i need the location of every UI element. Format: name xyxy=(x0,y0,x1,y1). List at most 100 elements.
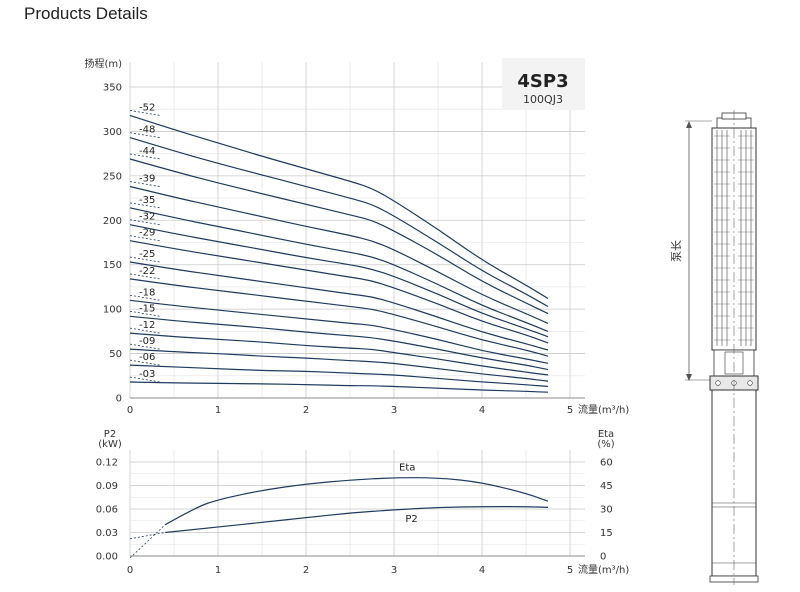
curve-32 xyxy=(129,224,549,338)
y-right-axis-label: Eta xyxy=(598,429,614,440)
curve-label: -15 xyxy=(139,303,155,314)
y-right-tick-label: 0 xyxy=(600,552,606,563)
curve-03 xyxy=(129,381,549,393)
page-title: Products Details xyxy=(24,4,148,23)
y-tick-label: 150 xyxy=(103,260,122,271)
y-right-tick-label: 15 xyxy=(600,528,613,539)
curve-06 xyxy=(129,364,549,387)
y-right-tick-label: 30 xyxy=(600,505,613,516)
curve-label: -29 xyxy=(139,228,155,239)
y-left-tick-label: 0.03 xyxy=(96,528,118,539)
curve-09 xyxy=(129,348,549,382)
curve-label: -22 xyxy=(139,266,155,277)
y-left-axis-label: P2 xyxy=(104,429,116,440)
pump-drawing: 泵长 xyxy=(670,110,759,585)
y-tick-label: 350 xyxy=(103,83,122,94)
y-right-tick-label: 60 xyxy=(600,458,613,469)
curve-label: -35 xyxy=(139,195,155,206)
y-tick-label: 100 xyxy=(103,305,122,316)
y-left-tick-label: 0.09 xyxy=(96,481,118,492)
curve-p2 xyxy=(165,505,549,534)
x-tick-label: 0 xyxy=(127,565,133,576)
curve-label: -18 xyxy=(139,287,155,298)
model-label-box xyxy=(502,58,585,110)
curve-extension xyxy=(129,376,161,383)
curve-extension xyxy=(129,202,161,209)
curve-extension xyxy=(129,343,161,350)
x-axis-label: 流量(m³/h) xyxy=(578,403,629,416)
label-eta: Eta xyxy=(399,463,415,474)
y-left-tick-label: 0.06 xyxy=(96,505,118,516)
dimension-arrow-top xyxy=(686,121,692,128)
curve-29 xyxy=(129,240,549,344)
x-tick-label: 3 xyxy=(391,565,397,576)
y-tick-label: 50 xyxy=(109,349,122,360)
curve-extension xyxy=(129,219,161,226)
y-right-axis-unit: (%) xyxy=(597,439,614,450)
curve-extension xyxy=(129,153,161,160)
model-name: 4SP3 xyxy=(517,71,568,92)
x-tick-label: 1 xyxy=(215,405,221,416)
y-right-tick-label: 45 xyxy=(600,481,613,492)
curve-22 xyxy=(129,278,549,357)
y-left-tick-label: 0.12 xyxy=(96,458,118,469)
curve-15 xyxy=(129,315,549,371)
curve-25 xyxy=(129,261,549,351)
curve-extension xyxy=(129,294,161,301)
curve-35 xyxy=(129,207,549,332)
label-p2: P2 xyxy=(405,514,417,525)
curve-label: -25 xyxy=(139,249,155,260)
x-tick-label: 2 xyxy=(303,565,309,576)
curve-12 xyxy=(129,332,549,376)
x-axis-label: 流量(m³/h) xyxy=(578,563,629,576)
x-tick-label: 5 xyxy=(567,405,573,416)
model-subname: 100QJ3 xyxy=(523,93,563,106)
curve-44 xyxy=(129,158,549,315)
x-tick-label: 4 xyxy=(479,565,485,576)
curve-label: -44 xyxy=(139,146,155,157)
y-left-axis-unit: (kW) xyxy=(98,439,122,450)
curve-52 xyxy=(129,114,549,300)
curve-label: -09 xyxy=(139,336,155,347)
x-tick-label: 1 xyxy=(215,565,221,576)
curve-label: -03 xyxy=(139,369,155,380)
curve-extension xyxy=(129,359,161,366)
curve-extension xyxy=(129,256,161,263)
curve-48 xyxy=(129,137,549,308)
curve-label: -48 xyxy=(139,125,155,136)
curve-label: -06 xyxy=(139,352,155,363)
curve-label: -52 xyxy=(139,102,155,113)
pump-slats xyxy=(714,130,754,346)
curve-extension xyxy=(129,273,161,280)
x-tick-label: 5 xyxy=(567,565,573,576)
y-tick-label: 200 xyxy=(103,216,122,227)
curve-18 xyxy=(129,299,549,364)
head-flow-chart: 0 1 2 3 4 5050100150200250300350扬程(m)流量(m³/h)… xyxy=(84,57,629,416)
x-tick-label: 4 xyxy=(479,405,485,416)
curve-label: -32 xyxy=(139,212,155,223)
curve-p2-extension xyxy=(129,532,166,540)
dimension-arrow-bottom xyxy=(686,374,692,381)
power-efficiency-chart: 0 1 2 3 4 50.00 00.03 150.06 300.09 450.12 60P2(kW… xyxy=(96,429,630,576)
length-label: 泵长 xyxy=(670,240,683,262)
y-tick-label: 250 xyxy=(103,171,122,182)
curve-extension xyxy=(129,235,161,242)
x-tick-label: 0 xyxy=(127,405,133,416)
curve-label: -12 xyxy=(139,320,155,331)
x-tick-label: 2 xyxy=(303,405,309,416)
curve-extension xyxy=(129,327,161,334)
x-tick-label: 3 xyxy=(391,405,397,416)
curve-39 xyxy=(129,185,549,324)
y-left-tick-label: 0.00 xyxy=(96,552,118,563)
curve-extension xyxy=(129,310,161,317)
curve-label: -39 xyxy=(139,174,155,185)
curve-extension xyxy=(129,181,161,187)
y-axis-label: 扬程(m) xyxy=(84,57,122,70)
curve-eta xyxy=(164,477,549,526)
curve-extension xyxy=(129,110,161,116)
y-tick-label: 300 xyxy=(103,127,122,138)
curve-extension xyxy=(129,132,161,139)
y-tick-label: 0 xyxy=(116,394,122,405)
curve-eta-extension xyxy=(129,524,166,559)
